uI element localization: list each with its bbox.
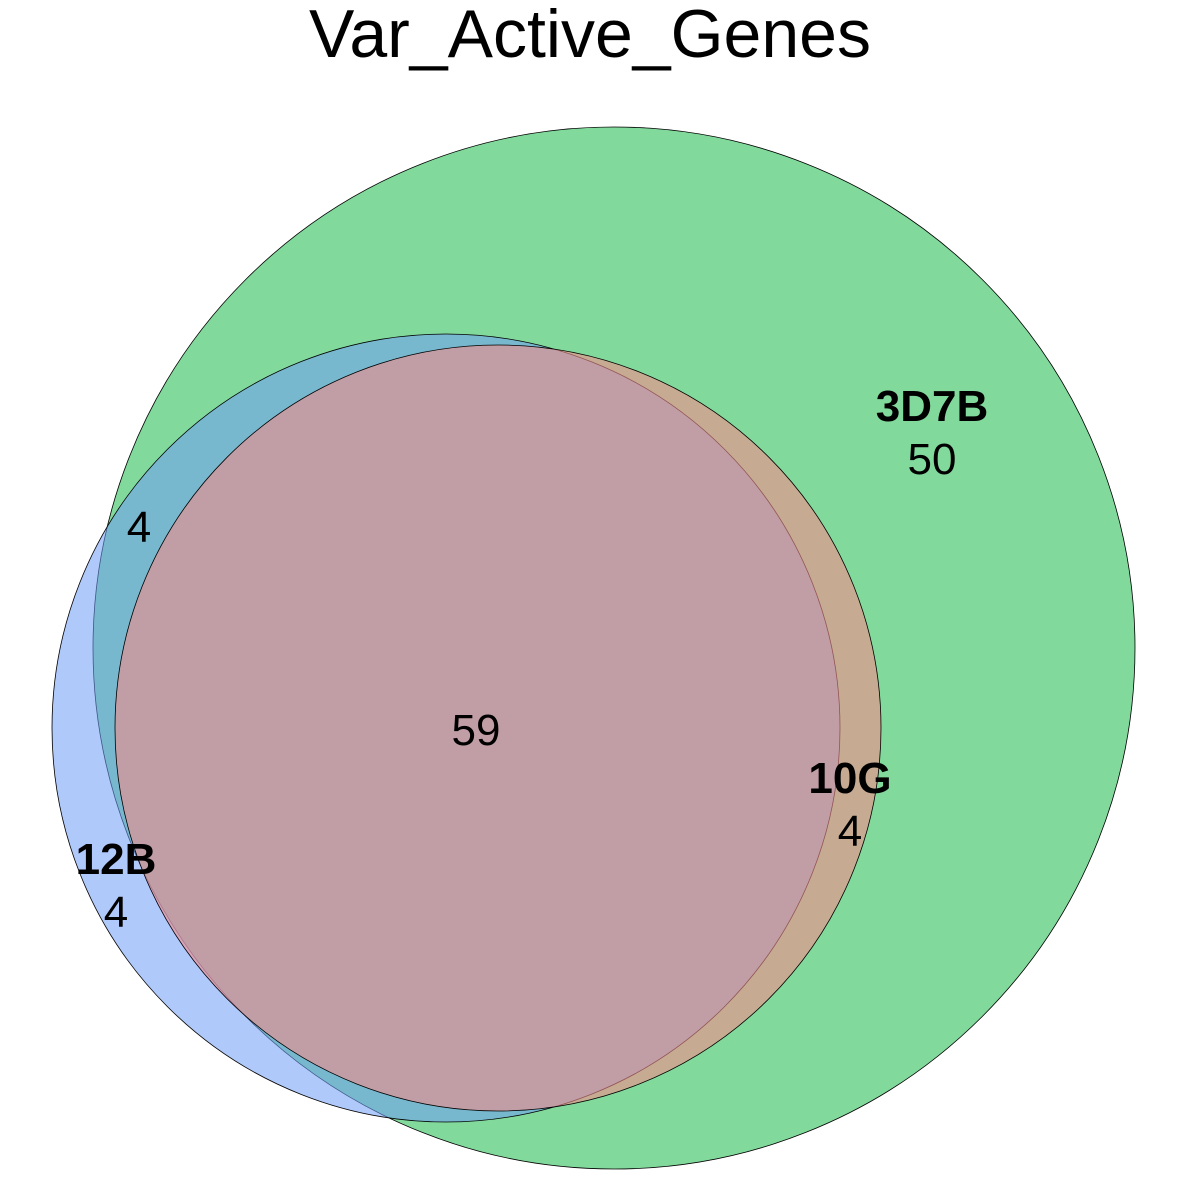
intersection-all-count: 59 [452,706,501,755]
set-circles [51,126,1136,1170]
intersection-3d7b-12b-count: 4 [127,503,151,552]
set-10g-only-count: 4 [838,807,862,856]
set-3d7b-only-count: 50 [908,435,957,484]
set-10g-circle [114,344,882,1112]
set-12b-label: 12B [76,835,157,884]
set-10g-label: 10G [808,754,891,803]
set-12b-only-count: 4 [104,888,128,937]
diagram-title: Var_Active_Genes [309,0,871,72]
set-3d7b-label: 3D7B [876,382,989,431]
